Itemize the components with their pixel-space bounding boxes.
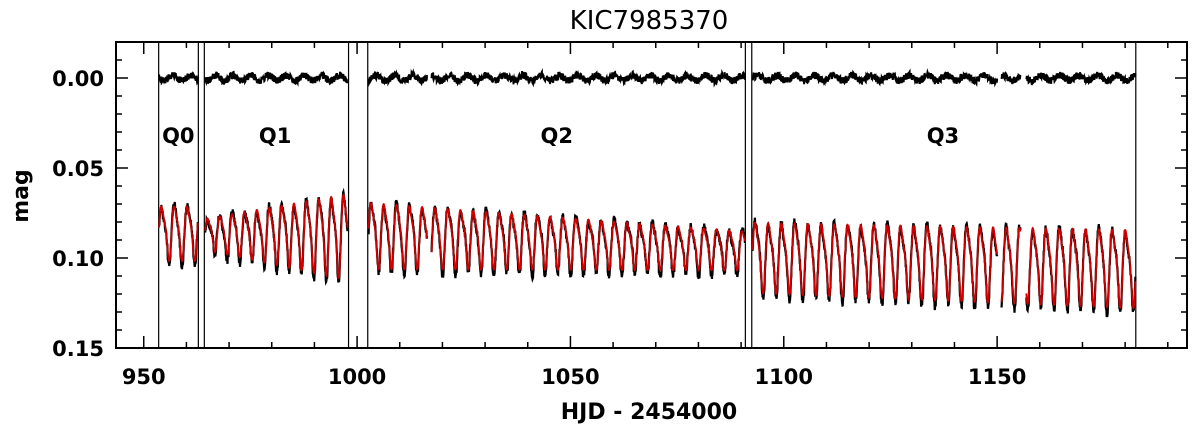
y-tick-label-1: 0.05 (52, 157, 104, 181)
y-tick-label-3: 0.15 (52, 337, 104, 361)
chart-title: KIC7985370 (570, 6, 729, 36)
y-tick-label-2: 0.10 (52, 247, 104, 271)
plot-frame (115, 41, 1188, 349)
quarter-label-q3: Q3 (927, 124, 959, 148)
y-tick-label-0: 0.00 (52, 67, 104, 91)
model-curve-q0 (158, 205, 199, 263)
residual-curve-q2 (367, 68, 746, 88)
model-curve-q1 (204, 193, 349, 280)
x-tick-label-1150: 1150 (968, 365, 1026, 389)
residual-curve-q3 (751, 68, 1137, 88)
x-tick-label-950: 950 (122, 365, 166, 389)
quarter-label-q2: Q2 (541, 124, 573, 148)
residual-curve-q1 (204, 70, 349, 87)
x-tick-label-1100: 1100 (755, 365, 813, 389)
x-axis-label: HJD - 2454000 (561, 400, 737, 425)
plot-area: Q0 Q1 Q2 Q3 (158, 42, 1137, 348)
model-curve-q2 (367, 202, 746, 272)
model-curve-q3 (751, 221, 1137, 310)
residual-curve-q0 (158, 71, 199, 86)
quarter-label-q0: Q0 (162, 124, 194, 148)
x-tick-label-1050: 1050 (541, 365, 599, 389)
y-axis-label: mag (9, 169, 34, 223)
x-tick-label-1000: 1000 (328, 365, 386, 389)
quarter-label-q1: Q1 (259, 124, 291, 148)
